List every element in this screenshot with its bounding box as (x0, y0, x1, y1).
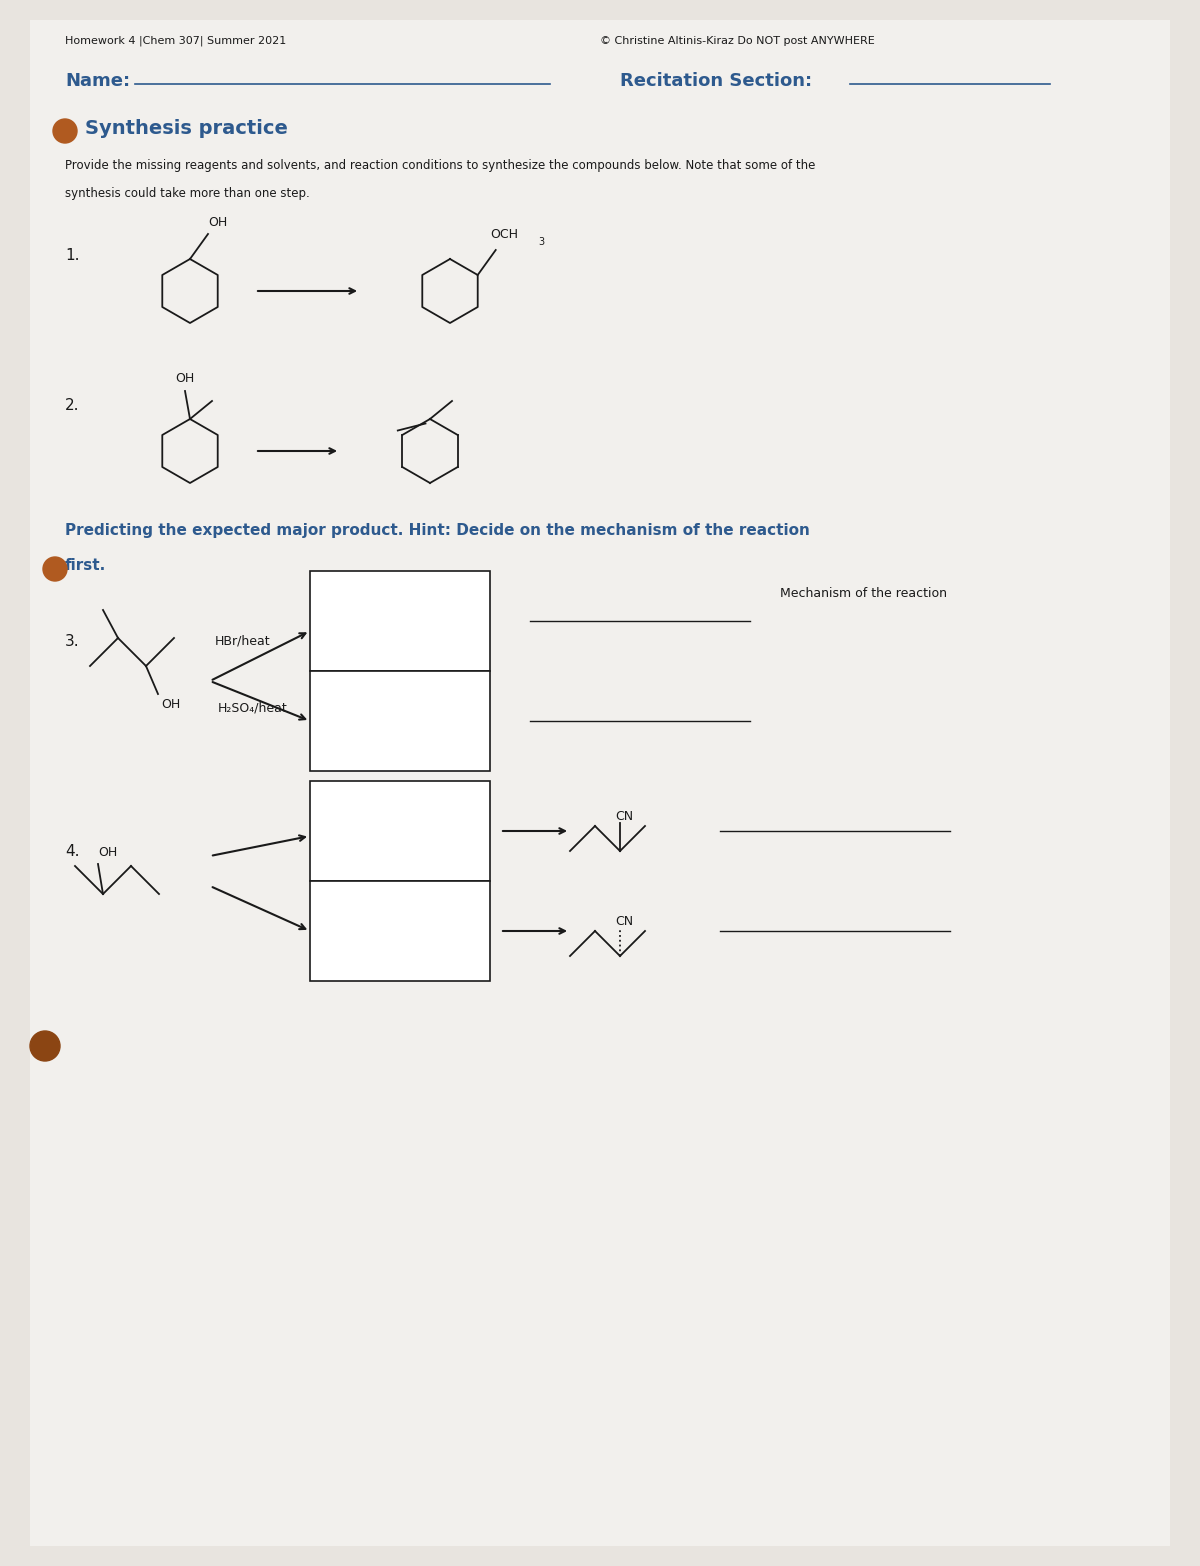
Text: CN: CN (616, 810, 634, 822)
Circle shape (43, 557, 67, 581)
Text: Provide the missing reagents and solvents, and reaction conditions to synthesize: Provide the missing reagents and solvent… (65, 160, 815, 172)
Text: OH: OH (175, 373, 194, 385)
Text: Synthesis practice: Synthesis practice (85, 119, 288, 138)
Text: HBr/heat: HBr/heat (215, 634, 271, 647)
Text: 1.: 1. (65, 249, 79, 263)
Text: synthesis could take more than one step.: synthesis could take more than one step. (65, 188, 310, 200)
Text: OH: OH (98, 846, 118, 858)
Text: Predicting the expected major product. Hint: Decide on the mechanism of the reac: Predicting the expected major product. H… (65, 523, 810, 539)
Bar (310, 670, 490, 770)
Text: 4.: 4. (65, 844, 79, 858)
Text: Homework 4 |Chem 307| Summer 2021: Homework 4 |Chem 307| Summer 2021 (65, 36, 287, 47)
Text: OH: OH (161, 697, 180, 711)
Text: © Christine Altinis-Kiraz Do NOT post ANYWHERE: © Christine Altinis-Kiraz Do NOT post AN… (600, 36, 875, 45)
Bar (310, 882, 490, 980)
Text: Name:: Name: (65, 72, 130, 89)
Text: 3: 3 (539, 236, 545, 247)
Circle shape (30, 1030, 60, 1062)
Bar (310, 572, 490, 670)
Text: 2.: 2. (65, 398, 79, 413)
Text: H₂SO₄/heat: H₂SO₄/heat (218, 702, 288, 714)
Text: 3.: 3. (65, 634, 79, 648)
Text: Mechanism of the reaction: Mechanism of the reaction (780, 587, 947, 600)
Text: OCH: OCH (491, 229, 518, 241)
Bar (310, 781, 490, 882)
Text: first.: first. (65, 559, 107, 573)
Text: CN: CN (616, 915, 634, 927)
Text: Recitation Section:: Recitation Section: (620, 72, 812, 89)
Text: OH: OH (208, 216, 227, 229)
Circle shape (53, 119, 77, 143)
